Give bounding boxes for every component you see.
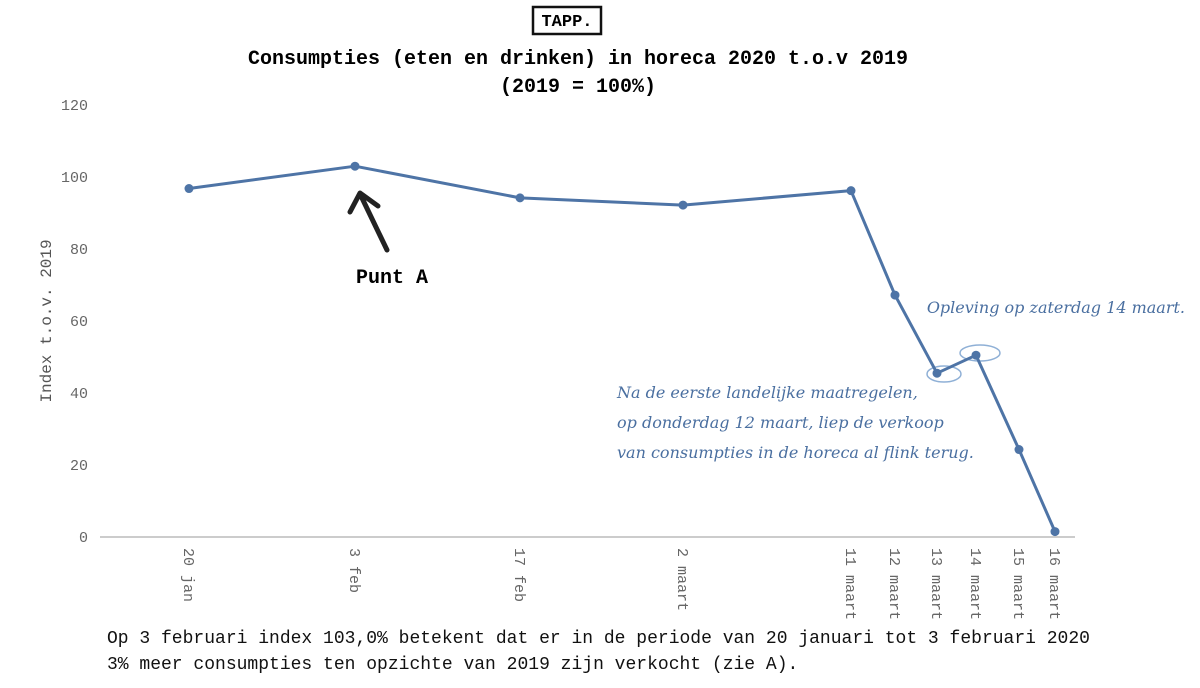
y-tick-label: 40 bbox=[70, 386, 88, 403]
y-tick-label: 60 bbox=[70, 314, 88, 331]
point bbox=[890, 290, 900, 300]
x-tick-label: 17 feb bbox=[510, 548, 527, 602]
point bbox=[1014, 445, 1024, 455]
logo: TAPP. bbox=[541, 13, 592, 32]
x-tick-label: 3 feb bbox=[345, 548, 362, 593]
point bbox=[846, 186, 856, 196]
point bbox=[971, 350, 981, 360]
point bbox=[184, 184, 194, 194]
annotation: van consumpties in de horeca al flink te… bbox=[617, 443, 974, 462]
y-tick-label: 0 bbox=[79, 530, 88, 547]
x-tick-label: 13 maart bbox=[927, 548, 944, 620]
line bbox=[188, 164, 1057, 533]
y-tick-label: 80 bbox=[70, 242, 88, 259]
point bbox=[515, 193, 525, 203]
x-tick-label: 16 maart bbox=[1045, 548, 1062, 620]
x-tick-label: 14 maart bbox=[966, 548, 983, 620]
y-tick-label: 100 bbox=[61, 170, 88, 187]
point bbox=[350, 161, 360, 171]
x-tick-label: 12 maart bbox=[885, 548, 902, 620]
y-tick-label: 20 bbox=[70, 458, 88, 475]
footnote: Op 3 februari index 103,0% betekent dat … bbox=[107, 629, 1090, 675]
annotation: Opleving op zaterdag 14 maart. bbox=[927, 298, 1185, 317]
arrow bbox=[347, 190, 390, 253]
point bbox=[932, 368, 942, 378]
annotation: op donderdag 12 maart, liep de verkoop bbox=[617, 413, 944, 432]
point bbox=[1050, 527, 1060, 537]
annotation: Punt A bbox=[356, 267, 428, 290]
x-tick-label: 11 maart bbox=[841, 548, 858, 620]
y-axis-label: Index t.o.v. 2019 bbox=[38, 239, 56, 402]
x-tick-label: 20 jan bbox=[179, 548, 196, 602]
point bbox=[678, 200, 688, 210]
logo-box bbox=[531, 5, 603, 36]
x-tick-label: 15 maart bbox=[1009, 548, 1026, 620]
chart: TAPP. Consumpties (eten en drinken) in h… bbox=[38, 5, 1185, 620]
annotation: Na de eerste landelijke maatregelen, bbox=[616, 383, 918, 402]
chart-title: Consumpties (eten en drinken) in horeca … bbox=[248, 48, 908, 71]
highlight bbox=[926, 365, 962, 383]
chart-subtitle: (2019 = 100%) bbox=[500, 76, 656, 99]
x-tick-label: 2 maart bbox=[673, 548, 690, 611]
y-tick-label: 120 bbox=[61, 98, 88, 115]
